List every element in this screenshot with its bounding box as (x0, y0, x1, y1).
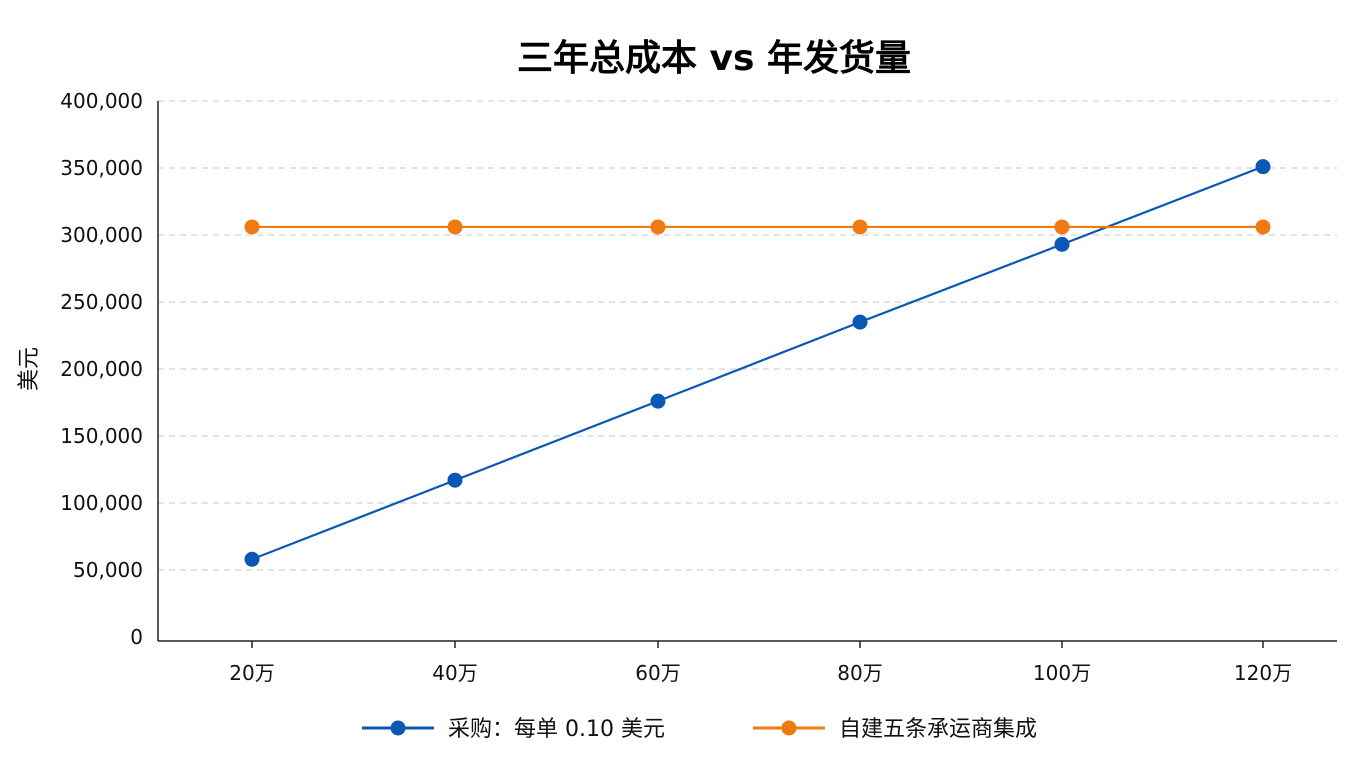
data-point (447, 472, 463, 488)
chart-title: 三年总成本 vs 年发货量 (517, 38, 911, 79)
axes (157, 101, 1337, 642)
gridlines (158, 100, 1337, 571)
y-tick-label: 150,000 (60, 424, 143, 448)
y-tick-labels: 0 50,000 100,000 150,000 200,000 250,000 300,0… (60, 89, 143, 649)
legend-swatch-marker (781, 720, 797, 736)
legend-item-2: 自建五条承运商集成 (753, 717, 1037, 742)
data-point (1255, 219, 1271, 235)
series-2 (244, 219, 1271, 235)
data-point (244, 551, 260, 567)
y-tick-label: 0 (130, 625, 143, 649)
x-tick-label: 20万 (229, 661, 274, 685)
x-tick-labels: 20万 40万 60万 80万 100万 120万 (229, 641, 1292, 685)
x-tick-label: 40万 (432, 661, 477, 685)
series-1 (244, 159, 1271, 567)
x-tick-label: 80万 (837, 661, 882, 685)
y-tick-label: 350,000 (60, 156, 143, 180)
data-point (1054, 236, 1070, 252)
legend-label: 自建五条承运商集成 (839, 717, 1037, 742)
data-point (1054, 219, 1070, 235)
y-tick-label: 50,000 (73, 558, 143, 582)
y-tick-label: 250,000 (60, 290, 143, 314)
data-point (852, 219, 868, 235)
legend-item-1: 采购：每单 0.10 美元 (362, 717, 665, 742)
series (244, 159, 1271, 567)
y-tick-label: 200,000 (60, 357, 143, 381)
legend-swatch-marker (390, 720, 406, 736)
x-tick-label: 120万 (1234, 661, 1292, 685)
data-point (650, 219, 666, 235)
y-tick-label: 100,000 (60, 491, 143, 515)
data-point (650, 393, 666, 409)
legend-label: 采购：每单 0.10 美元 (448, 717, 665, 742)
data-point (852, 314, 868, 330)
y-axis-label: 美元 (17, 347, 42, 391)
data-point (1255, 159, 1271, 175)
x-tick-label: 60万 (635, 661, 680, 685)
data-point (244, 219, 260, 235)
series-line (251, 165, 1264, 561)
data-point (447, 219, 463, 235)
legend: 采购：每单 0.10 美元 自建五条承运商集成 (362, 717, 1037, 742)
y-tick-label: 300,000 (60, 223, 143, 247)
y-tick-label: 400,000 (60, 89, 143, 113)
x-tick-label: 100万 (1033, 661, 1091, 685)
